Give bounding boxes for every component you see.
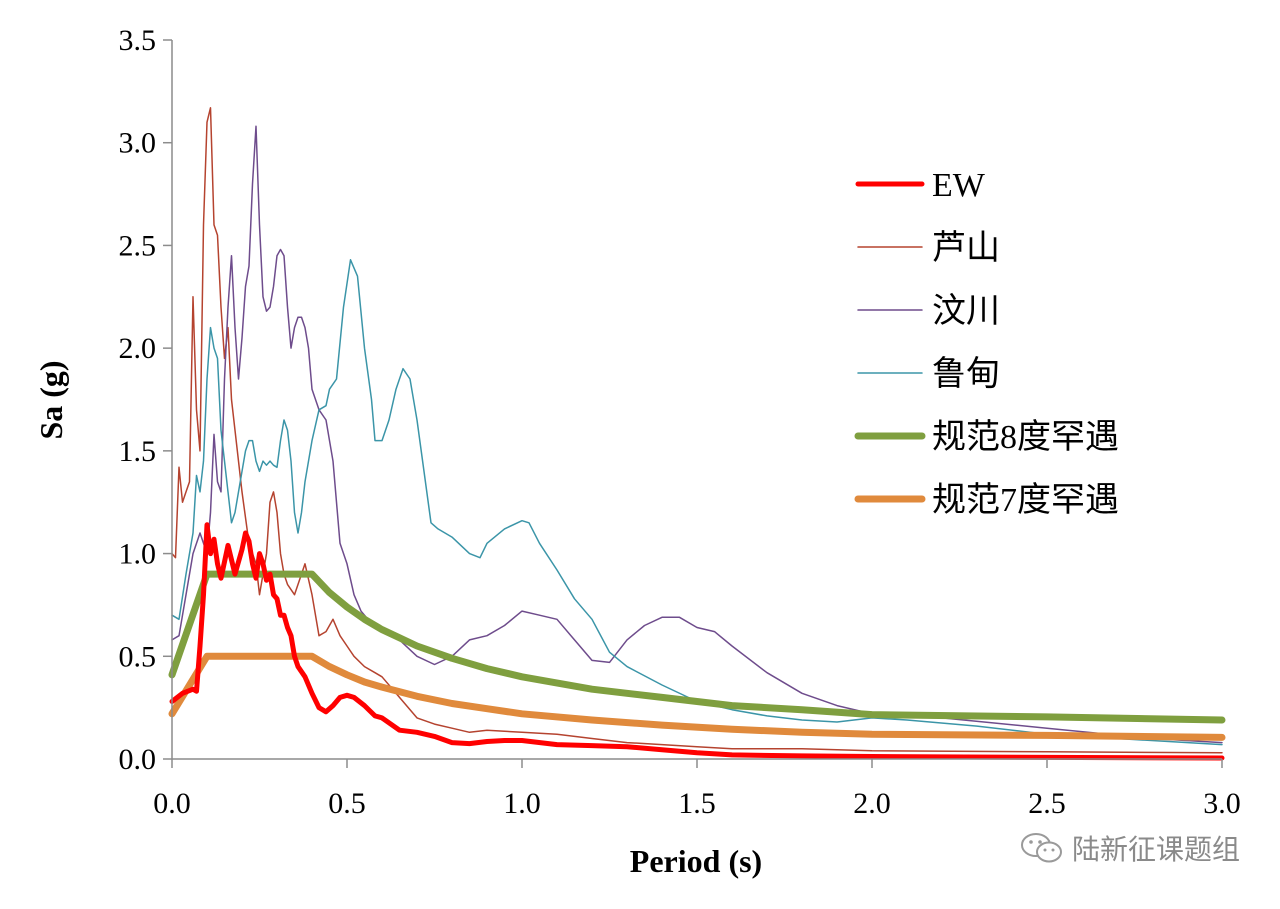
series-line-2 <box>171 125 1223 744</box>
y-tick-label: 3.0 <box>119 127 157 160</box>
legend-label: 芦山 <box>932 229 1000 267</box>
series-line-4 <box>168 570 1226 724</box>
watermark-text: 陆新征课题组 <box>1071 833 1240 866</box>
series-line-5 <box>168 652 1226 741</box>
y-tick-label: 2.5 <box>119 229 157 262</box>
legend-label: EW <box>932 167 986 204</box>
x-tick-label: 1.0 <box>503 787 541 820</box>
legend-label: 规范7度罕遇 <box>932 481 1119 519</box>
x-tick-label: 0.0 <box>153 787 191 820</box>
plot-axes: 0.0 0.5 1.0 1.5 2.0 2.5 3.0 3.5 0.0 0.5 1.0 1.5 2.0 2… <box>119 24 1241 820</box>
watermark: 陆新征课题组 <box>1020 828 1240 868</box>
y-tick-label: 0.0 <box>119 743 157 776</box>
x-tick-label: 2.0 <box>853 787 891 820</box>
x-tick-label: 1.5 <box>678 787 716 820</box>
y-tick-label: 2.0 <box>119 332 157 365</box>
legend-label: 鲁甸 <box>932 355 1000 393</box>
legend-label: 规范8度罕遇 <box>932 418 1119 456</box>
x-tick-label: 3.0 <box>1203 787 1241 820</box>
x-tick-label: 0.5 <box>328 787 366 820</box>
y-axis-title: Sa (g) <box>33 360 69 439</box>
plot-series <box>168 107 1226 761</box>
y-tick-label: 1.0 <box>119 538 157 571</box>
y-tick-label: 0.5 <box>119 640 157 673</box>
legend-label: 汶川 <box>932 292 1000 330</box>
x-tick-label: 2.5 <box>1028 787 1066 820</box>
y-tick-label: 1.5 <box>119 435 157 468</box>
y-tick-label: 3.5 <box>119 24 157 57</box>
series-line-0 <box>169 522 1225 761</box>
x-axis-title: Period (s) <box>630 843 762 879</box>
wechat-icon <box>1020 833 1062 863</box>
series-line-1 <box>171 107 1223 754</box>
series-line-3 <box>171 259 1223 746</box>
